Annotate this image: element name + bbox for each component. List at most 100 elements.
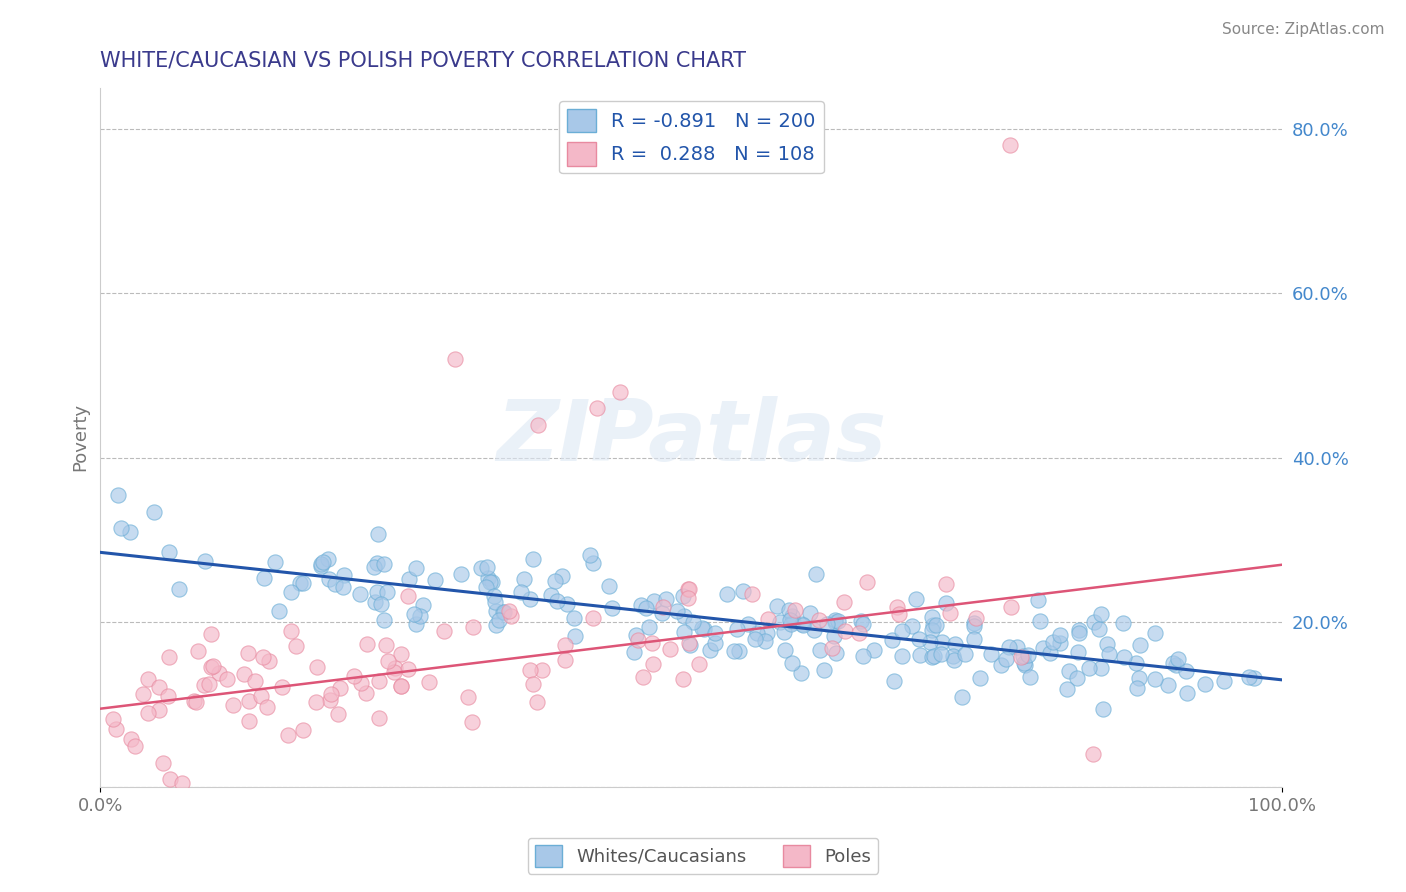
Point [813, 663, 835, 677]
Point [107, 488, 129, 502]
Point [942, 648, 965, 663]
Point [733, 584, 755, 599]
Point [824, 615, 846, 629]
Point [883, 674, 905, 689]
Point [990, 658, 1012, 673]
Point [780, 609, 803, 624]
Point [104, 722, 127, 736]
Point [931, 635, 953, 649]
Point [929, 647, 952, 661]
Point [1095, 637, 1118, 651]
Point [626, 628, 648, 642]
Point [1213, 674, 1236, 689]
Point [824, 613, 846, 627]
Point [908, 632, 931, 646]
Point [699, 642, 721, 657]
Point [363, 560, 385, 574]
Point [579, 549, 602, 563]
Point [820, 640, 842, 655]
Point [269, 604, 291, 618]
Point [1175, 664, 1198, 678]
Point [370, 597, 392, 611]
Point [526, 417, 548, 432]
Point [332, 580, 354, 594]
Point [672, 672, 695, 686]
Point [1010, 649, 1032, 664]
Point [921, 610, 943, 624]
Point [766, 599, 789, 614]
Point [1012, 656, 1035, 670]
Point [148, 703, 170, 717]
Point [271, 680, 294, 694]
Point [676, 582, 699, 596]
Point [366, 556, 388, 570]
Point [692, 622, 714, 636]
Point [890, 624, 912, 638]
Point [737, 616, 759, 631]
Point [778, 603, 800, 617]
Point [193, 678, 215, 692]
Point [318, 551, 340, 566]
Point [728, 644, 751, 658]
Point [305, 659, 328, 673]
Text: WHITE/CAUCASIAN VS POLISH POVERTY CORRELATION CHART: WHITE/CAUCASIAN VS POLISH POVERTY CORREL… [100, 51, 747, 70]
Point [609, 384, 631, 399]
Point [1011, 649, 1033, 664]
Point [551, 568, 574, 582]
Point [716, 587, 738, 601]
Point [253, 571, 276, 585]
Point [676, 591, 699, 605]
Point [1081, 747, 1104, 761]
Point [540, 588, 562, 602]
Point [157, 545, 180, 559]
Point [280, 585, 302, 599]
Point [704, 636, 727, 650]
Point [703, 626, 725, 640]
Point [110, 521, 132, 535]
Point [367, 673, 389, 688]
Point [412, 598, 434, 612]
Point [723, 644, 745, 658]
Point [935, 596, 957, 610]
Point [803, 624, 825, 638]
Point [485, 604, 508, 618]
Point [433, 624, 456, 638]
Point [863, 643, 886, 657]
Point [238, 694, 260, 708]
Point [641, 636, 664, 650]
Point [157, 689, 180, 703]
Point [1067, 623, 1090, 637]
Point [904, 592, 927, 607]
Point [373, 613, 395, 627]
Point [1098, 647, 1121, 661]
Point [790, 666, 813, 681]
Point [921, 649, 943, 664]
Point [969, 672, 991, 686]
Point [799, 606, 821, 620]
Point [118, 524, 141, 539]
Point [309, 558, 332, 573]
Point [405, 616, 427, 631]
Point [725, 622, 748, 636]
Point [492, 605, 515, 619]
Point [120, 731, 142, 746]
Point [953, 648, 976, 662]
Point [396, 663, 419, 677]
Point [630, 598, 652, 612]
Point [1000, 138, 1022, 153]
Point [257, 655, 280, 669]
Point [1066, 671, 1088, 685]
Point [519, 664, 541, 678]
Point [208, 666, 231, 681]
Point [790, 617, 813, 632]
Legend: R = -0.891   N = 200, R =  0.288   N = 108: R = -0.891 N = 200, R = 0.288 N = 108 [560, 101, 824, 173]
Point [136, 706, 159, 720]
Point [488, 613, 510, 627]
Point [546, 594, 568, 608]
Point [290, 575, 312, 590]
Point [194, 554, 217, 568]
Point [1032, 640, 1054, 655]
Point [200, 660, 222, 674]
Point [398, 572, 420, 586]
Point [1243, 671, 1265, 685]
